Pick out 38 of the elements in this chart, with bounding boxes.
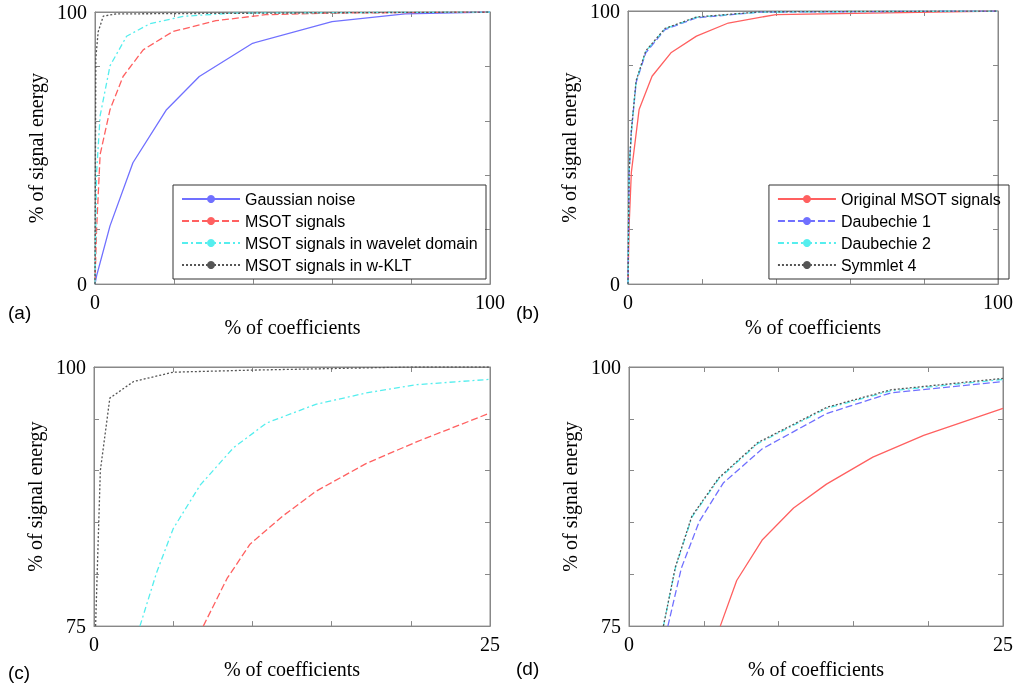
line-series: [139, 378, 490, 627]
text: (c): [8, 662, 31, 683]
y-tick-label: 75: [66, 615, 86, 638]
line-series: [719, 407, 1004, 627]
x-tick-label: 25: [480, 633, 500, 656]
legend-label: Daubechie 2: [840, 234, 931, 252]
y-tick-label: 75: [601, 615, 621, 638]
y-tick-label: 100: [590, 0, 620, 22]
x-axis-title: % of coefficients: [223, 658, 361, 680]
y-axis-title: % of signal energy: [25, 72, 49, 224]
x-tick-label: 25: [993, 633, 1013, 656]
legend-label: Daubechie 1: [840, 212, 931, 230]
y-tick-label: 0: [610, 273, 620, 296]
line-series: [627, 10, 999, 285]
y-axis-title: % of signal energy: [24, 421, 48, 572]
legend-label: Symmlet 4: [840, 256, 917, 274]
text: (d): [516, 658, 540, 679]
legend-label: Original MSOT signals: [840, 190, 1001, 208]
x-axis-title: % of coefficients: [744, 316, 882, 338]
y-tick-label: 100: [56, 356, 86, 378]
legend-label: MSOT signals in w-KLT: [245, 256, 412, 274]
x-axis-title: % of coefficients: [224, 316, 361, 338]
x-tick-label: 100: [983, 291, 1013, 314]
y-axis-title: % of signal energy: [558, 72, 582, 223]
line-series: [94, 366, 491, 627]
x-axis-title: % of coefficients: [747, 658, 885, 680]
legend-label: Gaussian noise: [245, 190, 356, 208]
y-tick-label: 100: [57, 1, 87, 23]
x-tick-label: 100: [475, 291, 505, 314]
line-series: [202, 412, 490, 627]
y-axis-title: % of signal energy: [559, 421, 583, 572]
text: (b): [516, 302, 540, 323]
text: (a): [8, 302, 32, 323]
legend-label: MSOT signals: [245, 212, 346, 230]
y-tick-label: 100: [591, 356, 621, 378]
line-series: [94, 11, 491, 285]
legend-label: MSOT signals in wavelet domain: [245, 234, 478, 252]
y-tick-label: 0: [77, 273, 87, 296]
